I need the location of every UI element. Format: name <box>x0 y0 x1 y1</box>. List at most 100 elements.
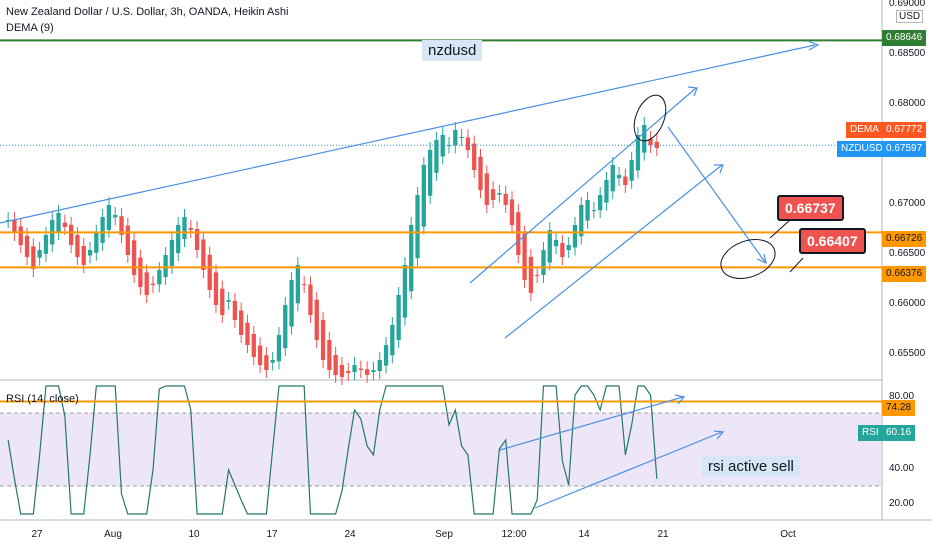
callout-0.66407[interactable]: 0.66407 <box>799 228 866 254</box>
time-tick: 14 <box>578 529 590 540</box>
callout-pointer-1 <box>769 219 791 239</box>
candle <box>497 193 502 195</box>
candle <box>629 160 634 181</box>
price-tick: 0.69000 <box>889 0 926 10</box>
candle <box>144 272 149 295</box>
note-nzdusd[interactable]: nzdusd <box>422 40 483 61</box>
level-tag-0: 0.68646 <box>882 30 927 46</box>
long-trendline[interactable] <box>0 44 816 224</box>
candle <box>333 354 338 375</box>
time-tick: 17 <box>266 529 278 540</box>
symbol-name-tag: NZDUSD <box>837 141 887 157</box>
candle <box>308 284 313 315</box>
candle <box>257 345 263 365</box>
candle <box>138 257 143 287</box>
candle <box>346 370 351 373</box>
price-tick: 0.67000 <box>889 198 926 209</box>
target-ellipse[interactable] <box>716 233 781 286</box>
candle <box>465 137 471 150</box>
candle <box>320 319 326 360</box>
candle <box>516 212 521 255</box>
candle <box>251 333 256 357</box>
candle <box>75 234 80 257</box>
rsi-lower-channel[interactable] <box>534 431 723 509</box>
candle <box>377 360 382 372</box>
candle <box>390 325 395 356</box>
candle <box>635 135 641 171</box>
drawing-tools[interactable] <box>0 40 820 509</box>
candle <box>472 143 477 170</box>
candle <box>528 256 534 293</box>
note-rsi-active-sell[interactable]: rsi active sell <box>702 456 800 477</box>
candle <box>503 193 508 205</box>
candle <box>276 335 282 362</box>
candle <box>150 283 156 285</box>
rsi-name-tag: RSI <box>858 425 883 441</box>
candle <box>131 240 137 275</box>
candle <box>642 125 647 153</box>
time-tick: Sep <box>435 529 453 540</box>
rsi-tick: 20.00 <box>889 498 915 509</box>
rsi-upper-channel[interactable] <box>499 396 684 451</box>
candle <box>364 369 370 375</box>
candle <box>604 180 609 203</box>
candle <box>591 210 597 211</box>
candle <box>43 235 49 254</box>
time-tick: 10 <box>188 529 200 540</box>
candle <box>62 222 67 227</box>
candle <box>213 272 219 305</box>
candle <box>402 265 408 318</box>
candle <box>81 245 86 265</box>
candle <box>623 176 628 185</box>
candle <box>339 364 345 377</box>
candle <box>535 274 540 276</box>
symbol-value-tag: 0.67597 <box>882 141 927 157</box>
candle <box>541 250 546 275</box>
candle <box>157 270 162 285</box>
top-ellipse[interactable] <box>628 91 672 146</box>
currency-label[interactable]: USD <box>896 10 924 23</box>
candle <box>169 240 175 267</box>
candle <box>352 365 357 372</box>
rsi-tick: 40.00 <box>889 463 915 474</box>
candle <box>289 280 294 327</box>
price-tick: 0.66500 <box>889 248 926 259</box>
callout-0.66737[interactable]: 0.66737 <box>777 195 844 221</box>
candle <box>579 205 584 237</box>
arrow-head-4 <box>756 253 767 265</box>
lower-channel-line[interactable] <box>504 164 723 339</box>
upper-channel-line[interactable] <box>469 87 697 284</box>
candle <box>616 175 622 179</box>
candle <box>484 173 489 205</box>
projection-arrow[interactable] <box>667 126 766 263</box>
candle <box>24 235 30 257</box>
candle <box>270 360 275 363</box>
rsi-arrow-head-1 <box>674 394 686 405</box>
candle <box>547 230 552 263</box>
candle <box>113 215 118 218</box>
price-tick: 0.68000 <box>889 98 926 109</box>
arrow-head-1 <box>807 40 820 51</box>
time-tick: 27 <box>31 529 43 540</box>
candle <box>106 205 112 230</box>
rsi-arrow-head-2 <box>713 430 725 440</box>
candle <box>358 368 363 370</box>
candle <box>459 137 464 138</box>
price-tick: 0.68500 <box>889 48 926 59</box>
candle <box>56 213 61 233</box>
rsi-value-tag: 60.16 <box>882 425 916 441</box>
candle <box>201 239 206 270</box>
candle <box>560 243 565 257</box>
candle <box>409 225 414 292</box>
candle <box>295 265 301 304</box>
candle <box>68 224 74 245</box>
candle <box>585 200 590 221</box>
candle <box>232 300 238 320</box>
price-tick: 0.66000 <box>889 298 926 309</box>
candle <box>18 226 23 245</box>
candle <box>610 165 615 192</box>
candle <box>12 220 17 233</box>
candle <box>87 250 93 256</box>
candle <box>220 288 225 315</box>
candle <box>31 246 36 269</box>
